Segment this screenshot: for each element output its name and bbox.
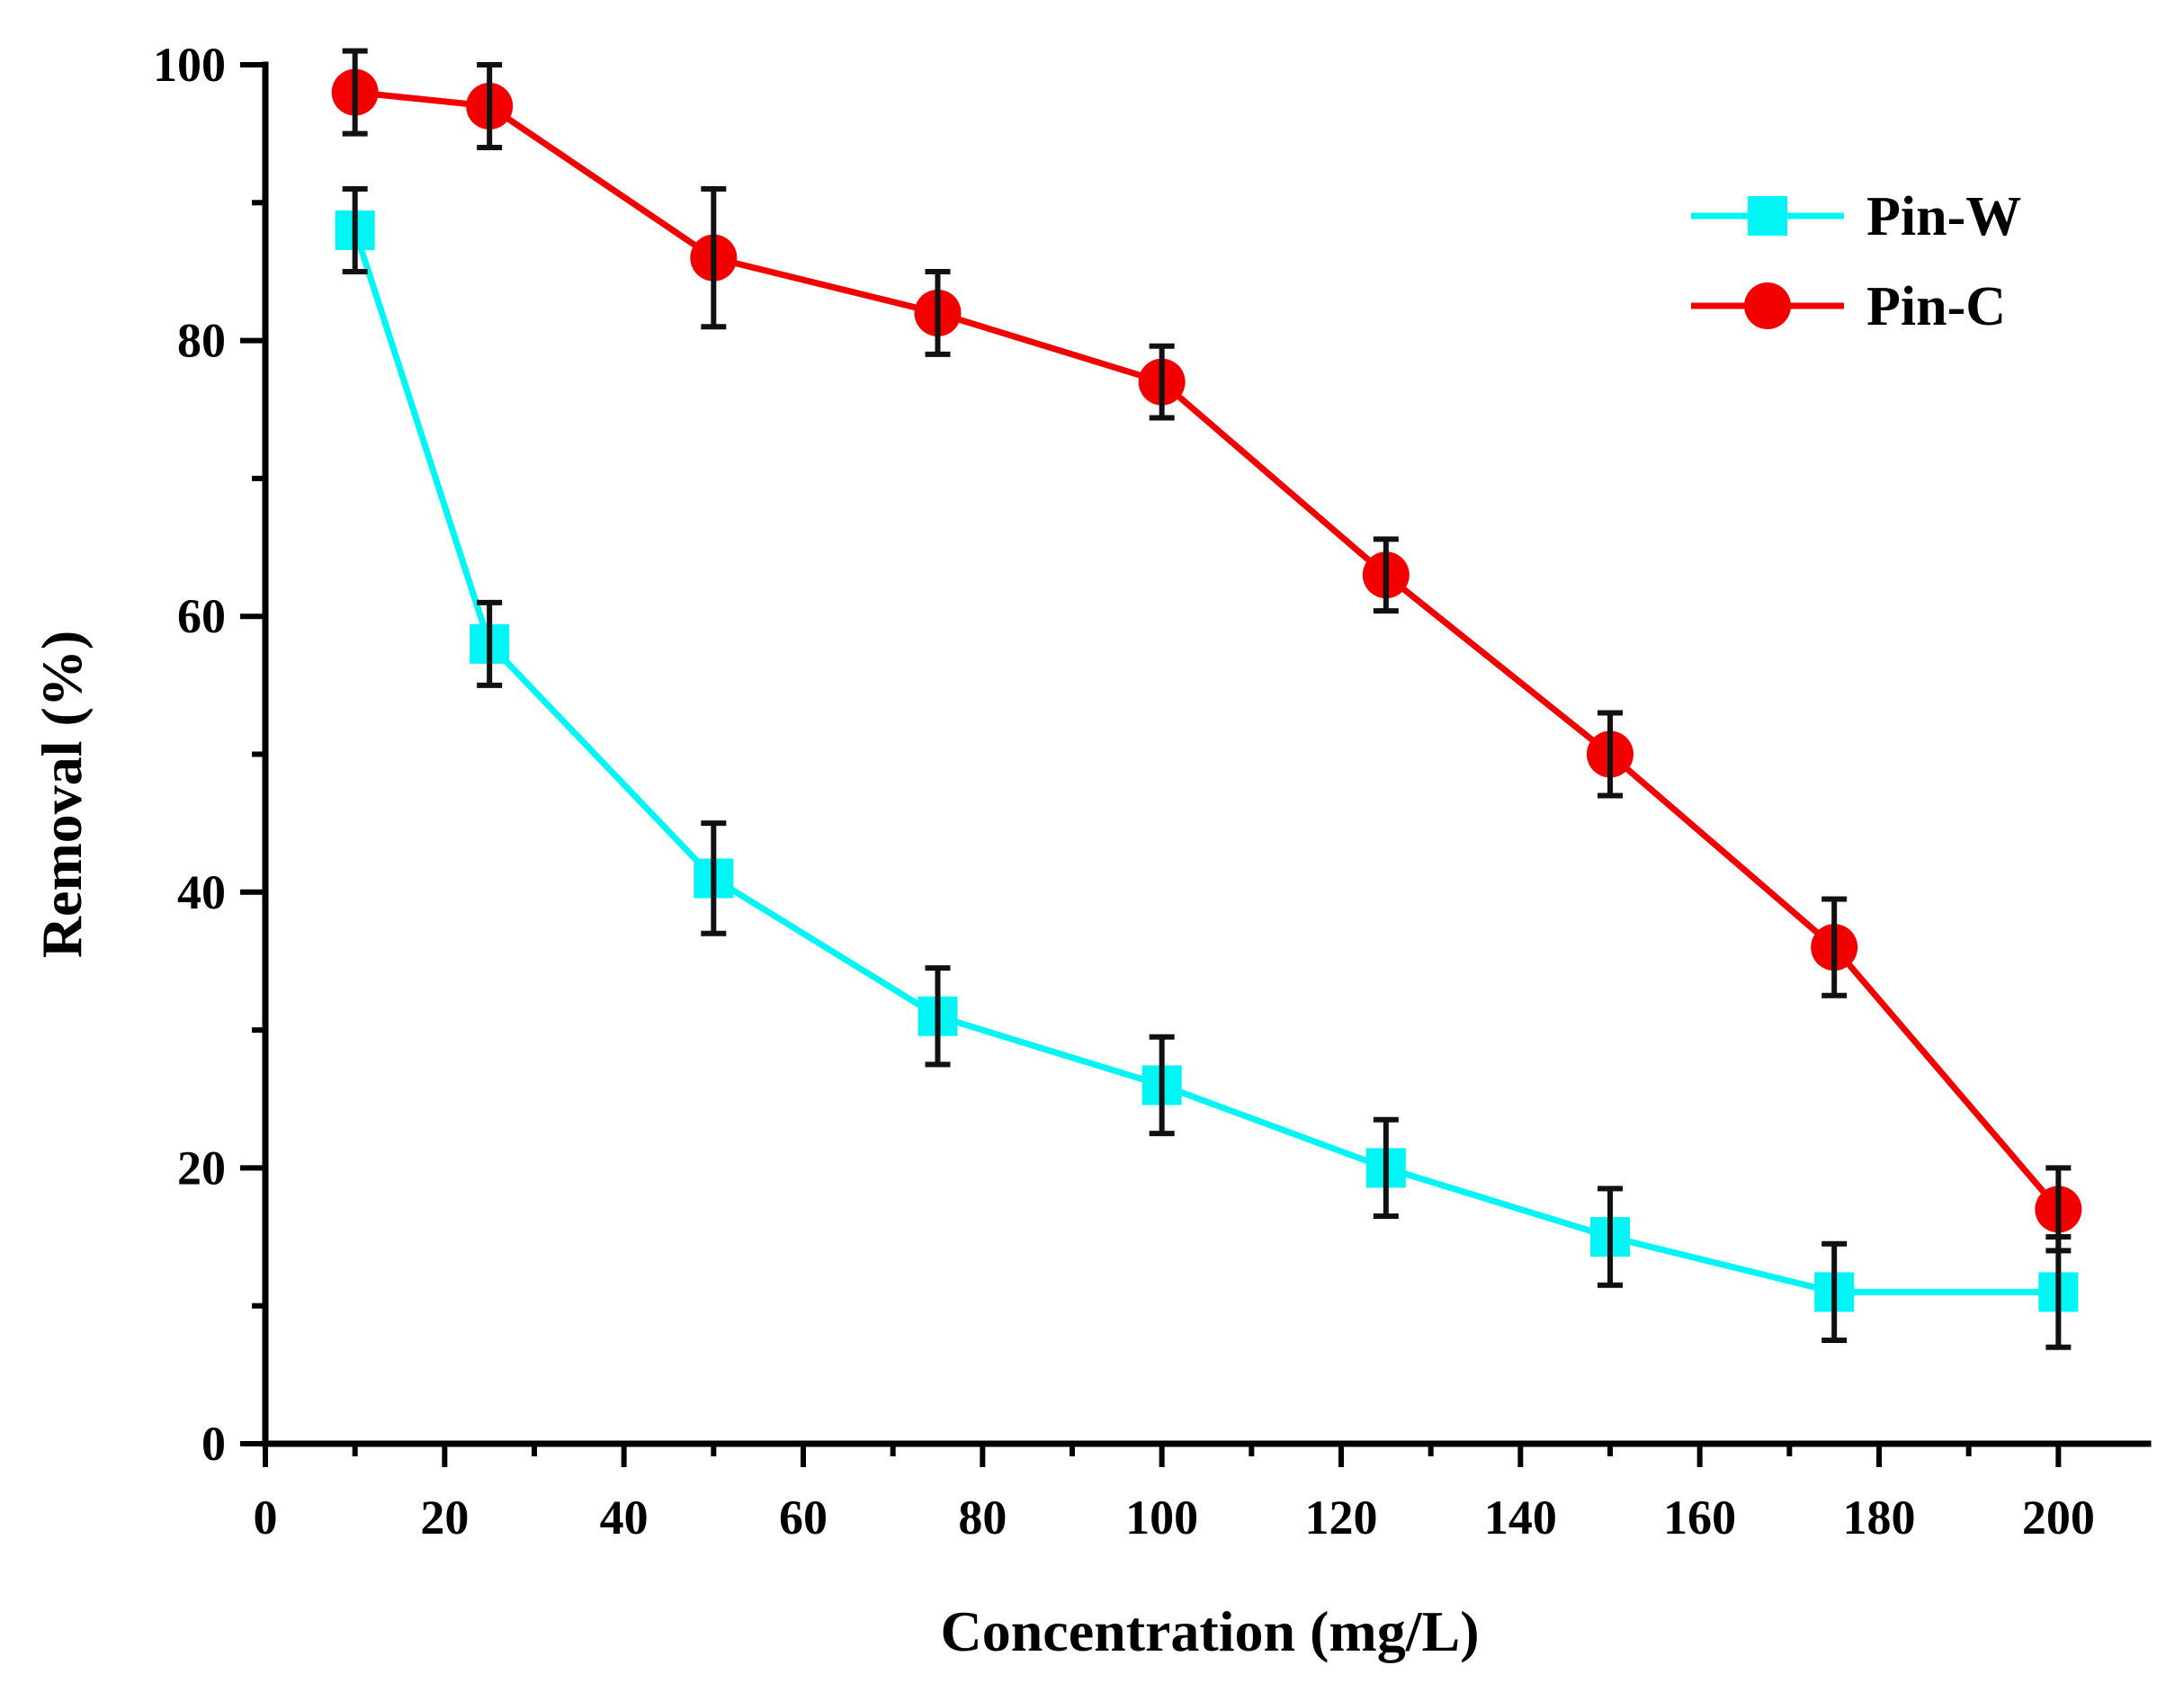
error-bar <box>925 268 951 357</box>
legend: Pin-W Pin-C <box>1691 186 2021 337</box>
series-pin-w <box>335 185 2079 1350</box>
legend-label: Pin-C <box>1866 276 2006 337</box>
x-tick-label: 40 <box>600 1491 649 1544</box>
error-bar <box>1373 1116 1399 1220</box>
y-tick-label: 40 <box>177 865 226 919</box>
error-bar <box>342 185 368 274</box>
y-tick-label: 0 <box>201 1417 226 1471</box>
error-bar <box>1598 1186 1623 1288</box>
x-tick-label: 60 <box>779 1491 828 1544</box>
error-bar <box>342 48 368 137</box>
y-tick-label: 80 <box>177 314 226 368</box>
y-tick-label: 100 <box>153 38 226 92</box>
series-line-pin-w <box>352 228 2059 1295</box>
y-axis-title: Removal (%) <box>30 631 94 958</box>
legend-item-pin-w: Pin-W <box>1691 186 2021 247</box>
error-bar <box>1373 536 1399 614</box>
error-bar <box>925 965 951 1068</box>
x-axis-title: Concentration (mg/L) <box>940 1599 1479 1663</box>
error-bar <box>1821 896 1848 998</box>
axes: 0 20 40 60 80 100 120 140 160 180 200 0 20 40 60 80 100 <box>153 38 2152 1544</box>
legend-item-pin-c: Pin-C <box>1691 276 2006 337</box>
error-bar <box>477 62 503 150</box>
x-tick-label: 100 <box>1125 1491 1198 1544</box>
error-bar <box>701 820 727 936</box>
error-bar <box>701 185 727 330</box>
error-bar <box>1821 1240 1848 1344</box>
x-tick-label: 160 <box>1663 1491 1736 1544</box>
legend-marker-square <box>1748 196 1787 236</box>
x-tick-label: 140 <box>1484 1491 1557 1544</box>
legend-marker-circle <box>1744 282 1791 329</box>
series-line-pin-c <box>354 89 2061 1212</box>
series-layer <box>331 48 2082 1350</box>
error-bar <box>477 599 503 688</box>
error-bar <box>1149 343 1175 421</box>
x-tick-label: 120 <box>1305 1491 1378 1544</box>
series-pin-c <box>331 48 2082 1254</box>
y-tick-label: 60 <box>177 589 226 643</box>
x-tick-label: 0 <box>254 1491 278 1544</box>
error-bar <box>1598 710 1623 799</box>
error-bar <box>2045 1165 2072 1254</box>
x-tick-label: 200 <box>2022 1491 2095 1544</box>
y-tick-label: 20 <box>177 1141 226 1195</box>
x-tick-label: 20 <box>420 1491 469 1544</box>
x-tick-label: 180 <box>1843 1491 1916 1544</box>
error-bar <box>1149 1034 1175 1137</box>
legend-label: Pin-W <box>1866 186 2021 247</box>
x-tick-label: 80 <box>958 1491 1007 1544</box>
